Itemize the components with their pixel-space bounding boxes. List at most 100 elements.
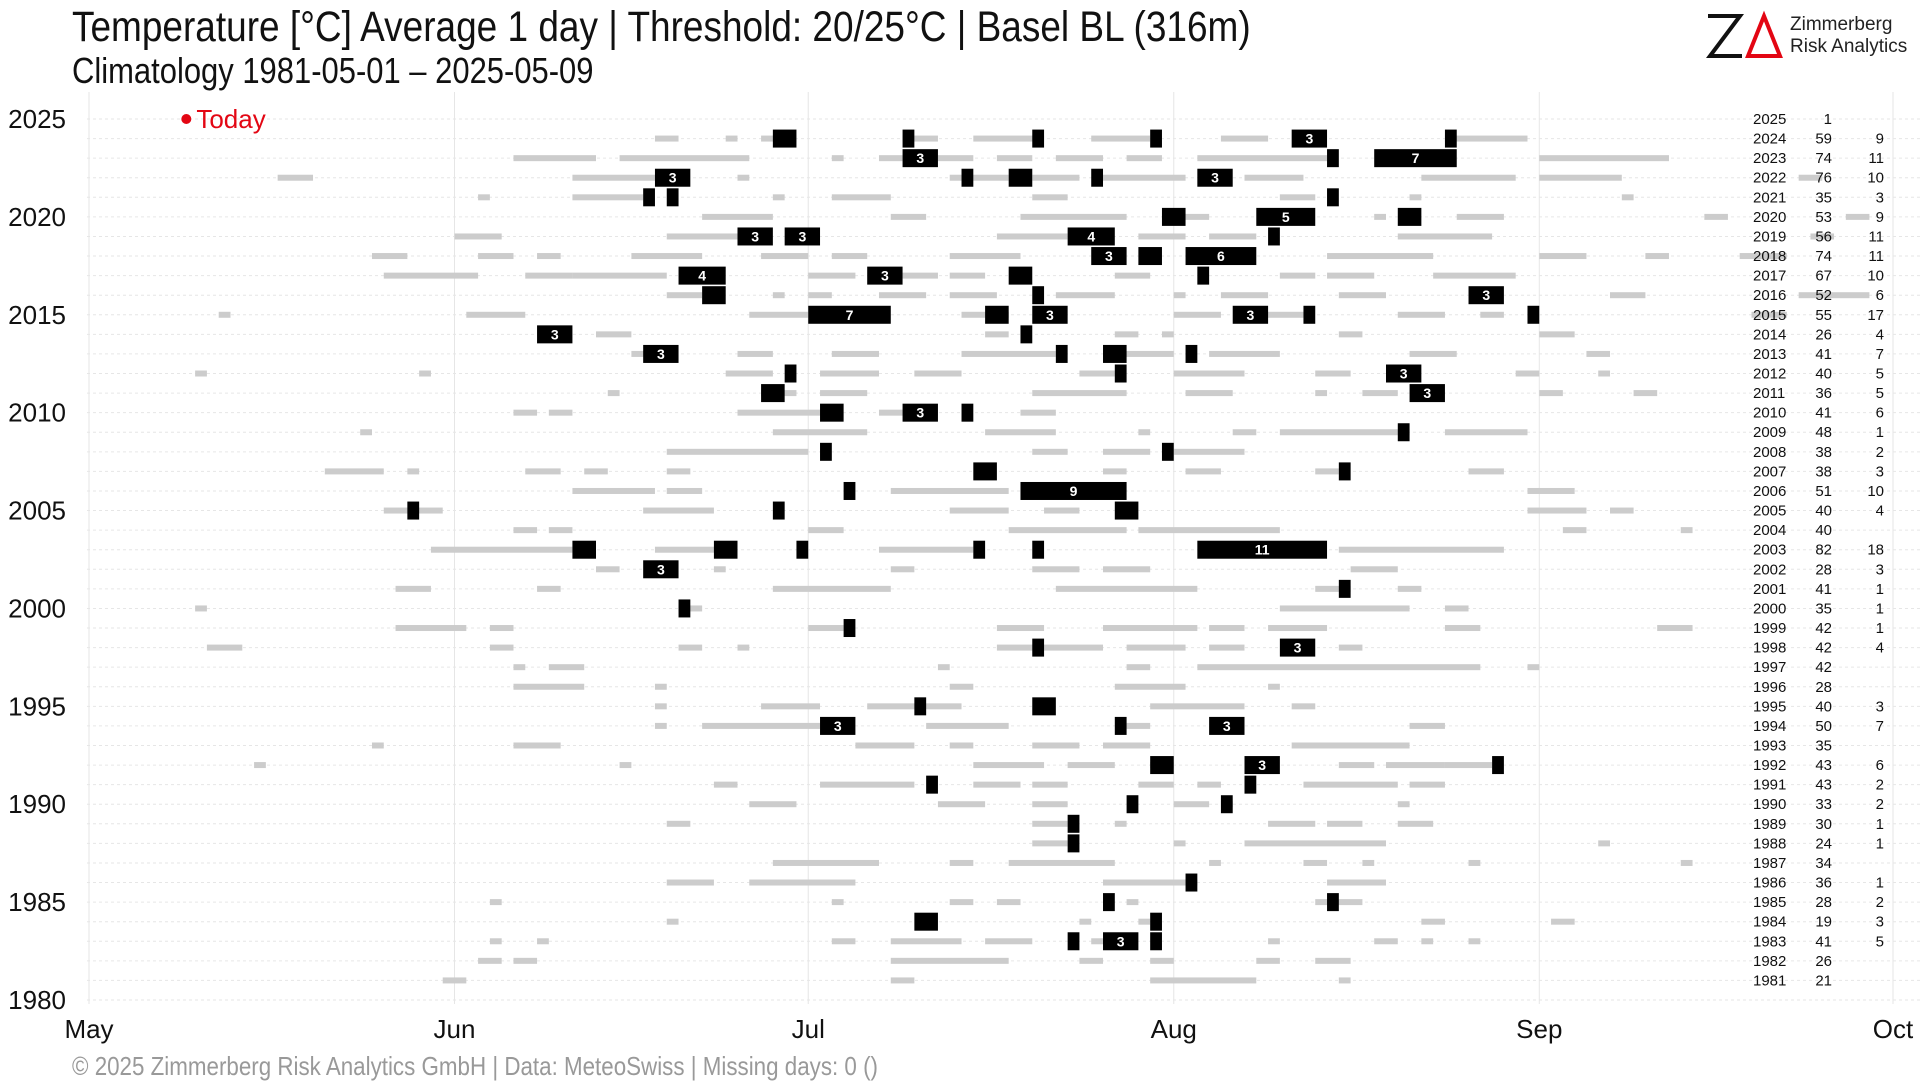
count-above-25: 3: [1876, 189, 1884, 206]
run-length-label: 3: [1423, 385, 1431, 401]
above-25-bar: [1161, 207, 1186, 226]
above-25-bar: [1114, 501, 1139, 520]
above-20-bar: [1645, 253, 1669, 260]
count-year: 1990: [1753, 796, 1786, 813]
above-20-bar: [654, 546, 738, 553]
above-20-bar: [1055, 292, 1115, 299]
above-25-bar: [1197, 540, 1328, 559]
above-20-bar: [1515, 370, 1540, 377]
above-25-bar: [1185, 873, 1198, 892]
above-20-bar: [1444, 605, 1469, 612]
above-20-bar: [654, 683, 667, 690]
count-above-25: 5: [1876, 933, 1884, 950]
above-20-bar: [1173, 801, 1210, 808]
above-20-bar: [949, 683, 974, 690]
above-20-bar: [1150, 977, 1257, 984]
count-year: 2021: [1753, 189, 1786, 206]
above-20-bar: [890, 213, 927, 220]
above-20-bar: [619, 762, 632, 769]
above-20-bar: [1126, 722, 1151, 729]
above-20-bar: [937, 664, 950, 671]
count-above-20: 42: [1815, 640, 1832, 657]
above-20-bar: [985, 938, 1033, 945]
grid-layer: [87, 92, 1920, 1004]
above-25-bar: [1032, 129, 1045, 148]
run-length-label: 3: [798, 228, 806, 244]
count-year: 2002: [1753, 561, 1786, 578]
above-25-bar: [1032, 697, 1056, 716]
count-year: 2000: [1753, 600, 1786, 617]
count-above-20: 19: [1815, 914, 1832, 931]
above-20-bar: [1539, 253, 1587, 260]
count-above-20: 41: [1815, 405, 1832, 422]
count-year: 1983: [1753, 933, 1786, 950]
above-20-bar: [489, 899, 502, 906]
above-20-bar: [1032, 801, 1068, 808]
above-20-bar: [1103, 879, 1198, 886]
count-above-25: 1: [1876, 424, 1884, 441]
above-20-bar: [1055, 585, 1198, 592]
above-20-bar: [808, 292, 832, 299]
above-25-bar: [1114, 364, 1127, 383]
y-tick-label: 2020: [8, 202, 66, 232]
count-year: 2014: [1753, 326, 1786, 343]
above-25-bar: [1327, 149, 1339, 168]
above-20-bar: [1138, 527, 1280, 534]
above-20-bar: [666, 918, 679, 925]
above-20-bar: [1256, 957, 1280, 964]
above-20-bar: [1598, 370, 1611, 377]
run-length-label: 3: [1046, 307, 1054, 323]
above-20-bar: [725, 370, 773, 377]
count-above-25: 5: [1876, 385, 1884, 402]
count-year: 1984: [1753, 914, 1786, 931]
above-20-bar: [985, 429, 1056, 436]
above-20-bar: [1279, 429, 1410, 436]
count-above-20: 28: [1815, 561, 1832, 578]
company-logo: Zimmerberg Risk Analytics: [1706, 10, 1907, 62]
count-above-25: 4: [1876, 503, 1884, 520]
above-25-bar: [1150, 932, 1162, 951]
count-year: 2018: [1753, 248, 1786, 265]
above-20-bar: [831, 194, 891, 201]
count-above-20: 43: [1815, 777, 1832, 794]
above-20-bar: [1114, 683, 1186, 690]
above-20-bar: [513, 957, 538, 964]
run-length-label: 3: [1117, 933, 1125, 949]
above-20-bar: [1421, 938, 1434, 945]
above-20-bar: [949, 174, 1009, 181]
above-20-bar: [1268, 820, 1316, 827]
above-20-bar: [1303, 781, 1398, 788]
above-20-bar: [324, 468, 384, 475]
count-above-20: 74: [1815, 248, 1832, 265]
above-20-bar: [1362, 859, 1375, 866]
above-20-bar: [702, 213, 773, 220]
above-20-bar: [1079, 957, 1104, 964]
count-above-25: 1: [1876, 835, 1884, 852]
above-20-bar: [1315, 957, 1351, 964]
above-25-bar: [1244, 775, 1257, 794]
above-20-bar: [1421, 174, 1516, 181]
above-20-bar: [1150, 957, 1174, 964]
above-20-bar: [1209, 625, 1245, 632]
count-above-20: 56: [1815, 228, 1832, 245]
above-20-bar: [489, 938, 502, 945]
above-25-bar: [926, 775, 938, 794]
logo-text: Zimmerberg Risk Analytics: [1790, 14, 1907, 58]
above-20-bar: [831, 938, 856, 945]
above-20-bar: [949, 742, 974, 749]
count-year: 2007: [1753, 463, 1786, 480]
above-20-bar: [1374, 213, 1386, 220]
count-year: 1999: [1753, 620, 1786, 637]
above-20-bar: [430, 546, 573, 553]
above-25-bar: [1067, 834, 1080, 853]
above-25-bar: [1338, 462, 1351, 481]
above-20-bar: [1032, 448, 1068, 455]
above-25-bar: [1244, 756, 1280, 775]
count-year: 1986: [1753, 875, 1786, 892]
above-20-bar: [1327, 272, 1375, 279]
above-25-bar: [902, 149, 938, 168]
above-20-bar: [537, 253, 561, 260]
above-20-bar: [1315, 468, 1339, 475]
above-20-bar: [1185, 468, 1221, 475]
above-20-bar: [1562, 527, 1587, 534]
